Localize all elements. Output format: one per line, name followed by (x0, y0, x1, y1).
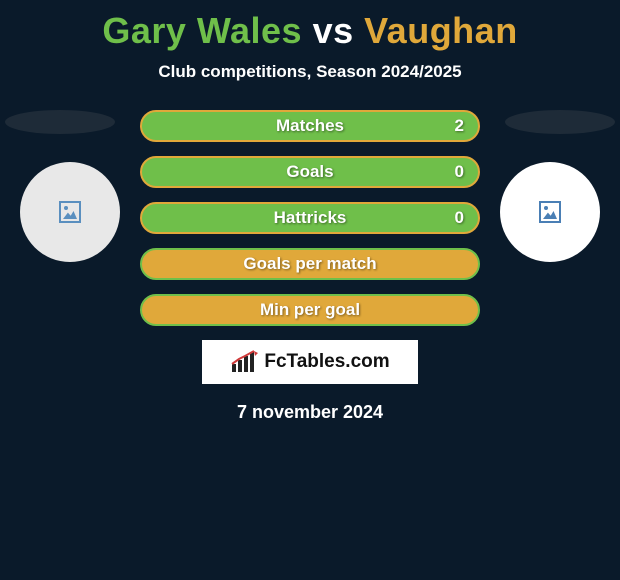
stat-bar-label: Hattricks (274, 208, 347, 228)
stat-bar-label: Goals (286, 162, 333, 182)
stat-bar: Hattricks 0 (140, 202, 480, 234)
snapshot-date: 7 november 2024 (0, 402, 620, 423)
player2-avatar (500, 162, 600, 262)
stat-bar-label: Goals per match (243, 254, 376, 274)
logo-text: FcTables.com (264, 351, 389, 373)
player1-avatar (20, 162, 120, 262)
source-logo: FcTables.com (202, 340, 418, 384)
image-placeholder-icon (59, 201, 81, 223)
left-shadow-ellipse (5, 110, 115, 134)
subtitle: Club competitions, Season 2024/2025 (0, 62, 620, 82)
stat-bar: Goals per match (140, 248, 480, 280)
page-title: Gary Wales vs Vaughan (0, 0, 620, 52)
comparison-content: Matches 2 Goals 0 Hattricks 0 Goals per match M… (0, 110, 620, 423)
stat-bar-value-right: 0 (455, 208, 464, 228)
logo-chart-icon (230, 350, 260, 374)
stat-bar: Goals 0 (140, 156, 480, 188)
player2-name: Vaughan (364, 10, 518, 51)
vs-separator: vs (313, 10, 354, 51)
stat-bars: Matches 2 Goals 0 Hattricks 0 Goals per match M… (140, 110, 480, 326)
stat-bar: Matches 2 (140, 110, 480, 142)
stat-bar-label: Matches (276, 116, 344, 136)
stat-bar-value-right: 2 (455, 116, 464, 136)
stat-bar: Min per goal (140, 294, 480, 326)
stat-bar-label: Min per goal (260, 300, 360, 320)
player1-name: Gary Wales (102, 10, 302, 51)
image-placeholder-icon (539, 201, 561, 223)
stat-bar-value-right: 0 (455, 162, 464, 182)
right-shadow-ellipse (505, 110, 615, 134)
